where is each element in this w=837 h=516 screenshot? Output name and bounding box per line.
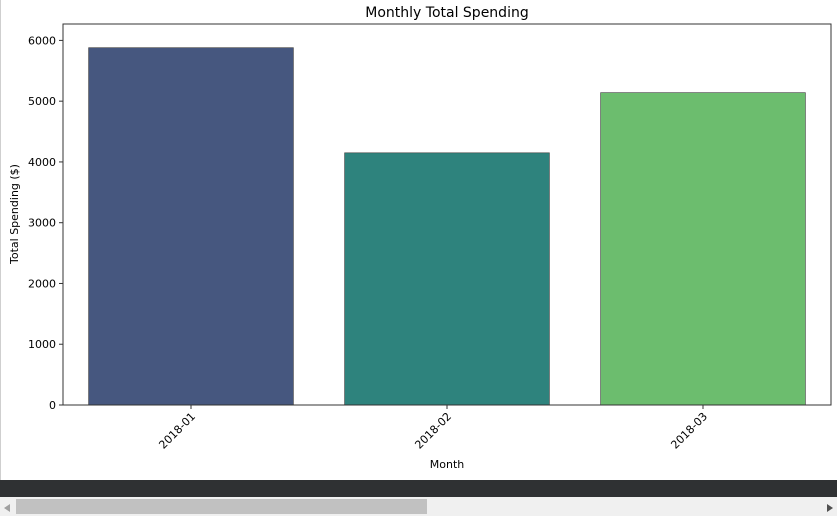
x-tick-label: 2018-01 [156,410,198,452]
y-tick-label: 5000 [28,95,56,108]
y-tick-label: 1000 [28,338,56,351]
x-axis-ticks: 2018-01 2018-02 2018-03 [156,405,710,452]
scroll-right-button[interactable] [823,497,837,516]
bar-2018-01 [88,47,294,406]
chart-figure: Monthly Total Spending 0 1000 2000 3000 4000… [0,0,832,480]
x-tick-label: 2018-02 [412,410,454,452]
y-axis-label: Total Spending ($) [8,164,21,265]
x-axis-label: Month [430,458,465,471]
bars-layer [88,47,806,406]
y-tick-label: 0 [49,399,56,412]
horizontal-scrollbar[interactable] [0,497,837,516]
scroll-thumb[interactable] [16,499,427,514]
bar-2018-02 [344,152,550,406]
triangle-right-icon [827,497,833,516]
y-tick-label: 3000 [28,217,56,230]
y-axis-ticks: 0 1000 2000 3000 4000 5000 6000 [28,34,63,412]
y-tick-label: 4000 [28,156,56,169]
triangle-left-icon [4,497,10,516]
scroll-left-button[interactable] [0,497,14,516]
y-tick-label: 2000 [28,277,56,290]
chart-title: Monthly Total Spending [365,5,528,21]
x-tick-label: 2018-03 [668,410,710,452]
y-tick-label: 6000 [28,34,56,47]
dark-divider-band [0,480,837,497]
bar-chart: Monthly Total Spending 0 1000 2000 3000 4000… [8,5,832,471]
bar-2018-03 [600,92,806,406]
